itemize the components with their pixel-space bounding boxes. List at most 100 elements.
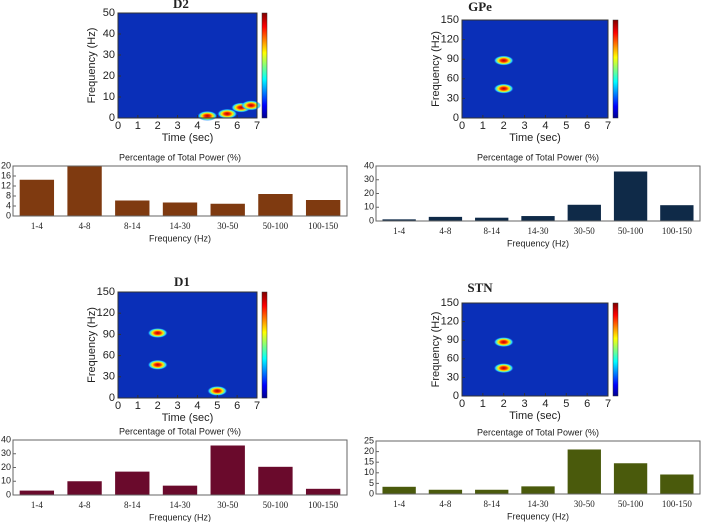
y-tick-label: 10 xyxy=(364,467,374,477)
x-tick-label: 7 xyxy=(254,120,260,132)
x-tick-label: 4-8 xyxy=(439,499,451,509)
spectrogram-background xyxy=(462,20,608,118)
y-tick-label: 40 xyxy=(103,28,115,40)
hotspot xyxy=(241,100,262,111)
bar xyxy=(210,203,245,216)
y-tick-label: 0 xyxy=(369,488,374,498)
y-axis-label: Frequency (Hz) xyxy=(430,312,442,388)
chart-title: Percentage of Total Power (%) xyxy=(477,427,599,437)
x-tick-label: 4-8 xyxy=(79,221,91,231)
y-tick-label: 50 xyxy=(103,7,115,19)
y-tick-label: 40 xyxy=(364,160,374,170)
plot-frame xyxy=(461,302,609,397)
x-tick-label: 30-50 xyxy=(574,226,595,236)
y-tick-label: 0 xyxy=(6,489,11,499)
y-tick-label: 60 xyxy=(103,350,115,362)
y-tick-label: 5 xyxy=(369,478,374,488)
x-tick-label: 3 xyxy=(522,398,528,410)
bar xyxy=(521,486,555,494)
bar xyxy=(567,204,601,221)
chart-title: Percentage of Total Power (%) xyxy=(119,152,241,162)
x-axis-label: Time (sec) xyxy=(509,410,561,422)
x-tick-label: 0 xyxy=(459,398,465,410)
chart-title: Percentage of Total Power (%) xyxy=(119,426,241,436)
x-axis-label: Frequency (Hz) xyxy=(149,233,211,243)
bar xyxy=(162,485,198,495)
x-tick-label: 8-14 xyxy=(124,500,141,510)
bar xyxy=(382,486,416,494)
bar xyxy=(67,166,102,216)
y-tick-label: 20 xyxy=(1,160,11,170)
x-tick-label: 100-150 xyxy=(662,226,692,236)
x-tick-label: 14-30 xyxy=(528,226,549,236)
x-tick-label: 14-30 xyxy=(170,500,191,510)
x-tick-label: 50-100 xyxy=(618,226,644,236)
x-tick-label: 5 xyxy=(563,398,569,410)
hotspot xyxy=(493,83,514,94)
x-tick-label: 3 xyxy=(522,120,528,132)
y-tick-label: 120 xyxy=(441,316,459,328)
bar xyxy=(19,490,55,495)
hotspot xyxy=(147,327,168,338)
x-tick-label: 1 xyxy=(135,400,141,412)
bar xyxy=(660,474,694,494)
colorbar xyxy=(612,19,619,119)
x-tick-label: 7 xyxy=(605,120,611,132)
x-axis-label: Time (sec) xyxy=(509,132,561,144)
y-tick-label: 20 xyxy=(1,462,11,472)
x-tick-label: 1 xyxy=(480,398,486,410)
y-tick-label: 150 xyxy=(441,297,459,309)
y-tick-label: 30 xyxy=(103,371,115,383)
x-axis-label: Frequency (Hz) xyxy=(507,511,569,521)
x-axis-label: Frequency (Hz) xyxy=(507,238,569,248)
bar xyxy=(660,205,694,221)
x-tick-label: 14-30 xyxy=(528,499,549,509)
x-tick-label: 8-14 xyxy=(483,499,500,509)
y-tick-label: 120 xyxy=(97,307,115,319)
bar xyxy=(210,445,245,495)
x-axis-label: Time (sec) xyxy=(162,132,214,144)
hotspot xyxy=(207,385,228,396)
x-tick-label: 3 xyxy=(175,120,181,132)
bar xyxy=(475,489,509,494)
x-tick-label: 3 xyxy=(175,400,181,412)
bar xyxy=(258,194,293,216)
bar xyxy=(19,179,55,216)
y-tick-label: 60 xyxy=(447,73,459,85)
x-tick-label: 1-4 xyxy=(393,226,405,236)
x-tick-label: 100-150 xyxy=(308,500,338,510)
chart-title: GPe xyxy=(468,0,492,14)
spectrogram-background xyxy=(118,292,257,398)
y-axis-label: Frequency (Hz) xyxy=(430,31,442,107)
x-tick-label: 6 xyxy=(234,400,240,412)
y-tick-label: 30 xyxy=(364,174,374,184)
bar xyxy=(475,217,509,221)
y-tick-label: 90 xyxy=(447,334,459,346)
bar xyxy=(258,466,293,495)
y-tick-label: 30 xyxy=(447,371,459,383)
y-tick-label: 30 xyxy=(447,92,459,104)
bar xyxy=(521,216,555,221)
y-tick-label: 150 xyxy=(441,14,459,26)
x-tick-label: 30-50 xyxy=(217,500,238,510)
chart-title: D2 xyxy=(173,0,189,11)
x-tick-label: 2 xyxy=(501,398,507,410)
x-axis-label: Frequency (Hz) xyxy=(149,512,211,522)
y-axis-label: Frequency (Hz) xyxy=(86,307,98,383)
y-tick-label: 25 xyxy=(364,435,374,445)
y-tick-label: 0 xyxy=(6,210,11,220)
x-tick-label: 50-100 xyxy=(263,500,289,510)
bar xyxy=(115,200,150,216)
x-tick-label: 5 xyxy=(214,120,220,132)
x-tick-label: 8-14 xyxy=(483,226,500,236)
y-tick-label: 30 xyxy=(103,49,115,61)
plot-frame xyxy=(12,165,348,217)
bar xyxy=(428,489,463,494)
hotspot xyxy=(493,363,514,374)
chart-title: STN xyxy=(467,280,493,295)
plot-frame xyxy=(375,440,701,495)
y-axis-label: Frequency (Hz) xyxy=(86,28,98,104)
y-tick-label: 20 xyxy=(364,188,374,198)
y-tick-label: 15 xyxy=(364,457,374,467)
x-tick-label: 5 xyxy=(563,120,569,132)
